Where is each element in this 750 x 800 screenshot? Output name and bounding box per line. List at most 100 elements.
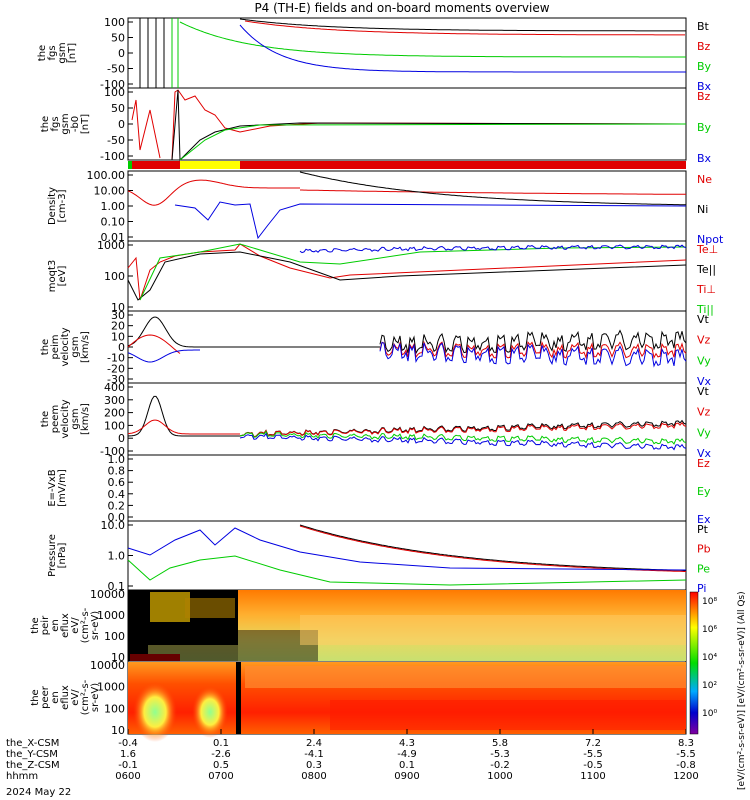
y-tick-label: -10 [107,352,125,365]
y-tick-label: 100 [104,86,125,99]
series-vt-noise-p5 [379,329,687,355]
y-axis-label: velocity [60,399,71,438]
x-tick-label: 0.3 [306,760,322,771]
legend-Bx: Bx [697,152,712,165]
x-tick-label: -5.3 [490,749,510,760]
y-tick-label: -100 [100,445,125,458]
y-tick-label: 100 [104,270,125,283]
y-tick-label: 1.0 [108,550,126,563]
y-axis-label: -b0 [70,116,81,132]
y-tick-label: 0.8 [108,465,126,478]
y-tick-label: 0.10 [101,216,126,229]
y-axis-label: peim [50,334,61,359]
y-axis-label: velocity [60,327,71,366]
legend-Vy: Vy [697,426,711,439]
y-tick-label: 0.0 [108,511,126,524]
y-axis-label: [nT] [80,114,91,134]
y-axis-label: peem [50,405,61,433]
y-axis-label: [nPa] [57,542,68,568]
y-tick-label: 50 [111,102,125,115]
y-tick-label: 50 [111,32,125,45]
date-label: 2024 May 22 [6,787,71,798]
legend-Ex: Ex [697,513,711,526]
legend-Vz: Vz [697,406,711,419]
x-tick-label: 2.4 [306,738,322,749]
y-axis-label: [cm-3] [57,189,68,222]
panel-frame-p8 [127,520,687,591]
y-tick-label: 0.1 [108,580,126,593]
y-tick-label: 10 [111,651,125,664]
colorbar-tick-label: 10² [702,681,717,691]
series-vz-p6b [239,421,687,438]
x-tick-label: -0.4 [118,738,138,749]
x-tick-label: -4.9 [397,749,417,760]
y-tick-label: 400 [104,381,125,394]
legend-Vz: Vz [697,334,711,347]
spectrogram-fill [128,590,686,742]
legend-Vt: Vt [697,313,710,326]
y-tick-label: 30 [111,309,125,322]
series-by-p2 [179,123,687,161]
x-tick-label: 7.2 [585,738,601,749]
y-tick-label: 1000 [97,681,125,694]
series-bt-p1 [239,18,686,32]
x-row-label: the_Z-CSM [6,760,60,771]
series-pb-p8 [299,525,686,572]
y-tick-label: -50 [107,63,125,76]
x-tick-label: -2.6 [211,749,231,760]
y-axis-label: Pressure [47,534,58,577]
x-tick-label: -0.5 [583,760,603,771]
series-bz-p2 [131,99,161,159]
legend-Npot: Npot [697,233,724,246]
y-tick-label: 1.00 [101,200,126,213]
y-tick-label: -100 [100,150,125,163]
y-axis-label: the [37,45,48,61]
y-axis-label: eflux [60,685,71,710]
y-tick-label: -20 [107,362,125,375]
legend-Pb: Pb [697,543,711,556]
y-tick-label: 300 [104,394,125,407]
x-tick-label: 0700 [208,771,233,782]
legend-Vx: Vx [697,375,712,388]
y-axis-label: gsm [60,113,71,134]
y-axis-label: the [40,411,51,427]
y-axis-label: [km/s] [80,403,91,435]
x-tick-label: 0600 [115,771,140,782]
x-tick-label: 1.6 [120,749,136,760]
series-vz-p6 [127,419,240,435]
legend-Ne: Ne [697,173,712,186]
series-ni-p3 [299,171,687,206]
y-tick-label: -100 [100,78,125,91]
y-tick-label: 1000 [97,609,125,622]
y-tick-label: 200 [104,407,125,420]
colorbar-tick-label: 10⁰ [702,709,717,719]
colorbar-tick-label: 10⁴ [702,653,717,663]
series-vx-p6 [239,432,687,451]
y-axis-label: gsm [70,336,81,357]
y-axis-label: eV/ [70,617,81,634]
y-axis-label: peer [40,685,51,709]
y-axis-label: the [40,339,51,355]
x-tick-label: 1200 [673,771,698,782]
legend-By: By [697,60,712,73]
x-tick-label: 8.3 [678,738,694,749]
y-tick-label: 0.4 [108,488,126,501]
y-tick-label: 20 [111,320,125,333]
quality-bar-green [128,161,132,169]
series-bx-p1 [239,24,686,73]
y-tick-label: 0 [118,118,125,131]
y-axis-label: en [50,691,61,704]
y-axis-label: eV/ [70,689,81,706]
panel-frame-p1 [127,17,687,89]
panel-frame-p7 [127,454,687,522]
series-teperp-p4 [127,243,687,301]
y-axis-label: gsm [70,408,81,429]
legend-Vy: Vy [697,354,711,367]
legend-Pi: Pi [697,582,706,595]
colorbar-label: [eV/(cm²-s-sr-eV)] [eV/(cm²-s-sr-eV)] (A… [737,591,747,790]
series-vy-p6 [239,430,687,445]
series-vt-p6b [239,419,687,438]
y-tick-label: 100.00 [87,169,126,182]
legend-Bz: Bz [697,90,711,103]
